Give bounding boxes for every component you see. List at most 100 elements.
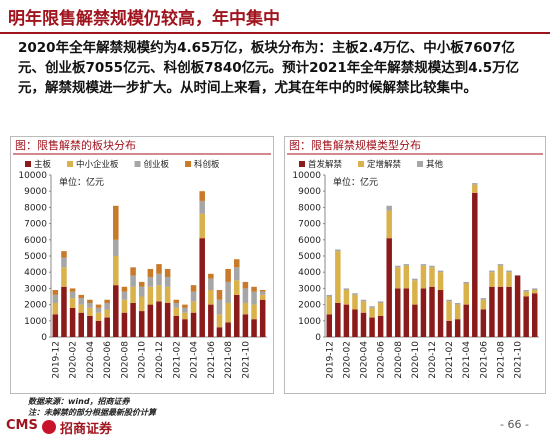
bar-segment bbox=[69, 298, 76, 308]
bar-segment bbox=[437, 270, 444, 273]
bar-segment bbox=[523, 290, 529, 292]
bar-segment bbox=[497, 265, 504, 287]
logo-icon bbox=[42, 420, 56, 434]
bar-segment bbox=[377, 302, 384, 316]
bar-segment bbox=[95, 320, 102, 337]
bar-segment bbox=[343, 290, 350, 305]
y-tick-label: 8000 bbox=[24, 203, 47, 213]
x-tick-label: 2021-10 bbox=[241, 341, 251, 379]
bar-segment bbox=[251, 286, 257, 292]
x-tick-label: 2021-08 bbox=[224, 341, 234, 379]
bar-segment bbox=[199, 238, 205, 337]
y-tick-label: 1000 bbox=[24, 317, 47, 327]
bar-segment bbox=[259, 299, 266, 337]
x-tick-label: 2021-02 bbox=[172, 341, 182, 379]
y-tick-label: 8000 bbox=[298, 203, 321, 213]
bar-segment bbox=[52, 314, 59, 337]
bar-segment bbox=[480, 298, 487, 300]
x-tick-label: 2021-06 bbox=[207, 341, 217, 379]
bar-segment bbox=[251, 304, 257, 320]
x-tick-label: 2020-10 bbox=[138, 341, 148, 379]
bar-segment bbox=[61, 257, 67, 268]
bar-segment bbox=[326, 314, 333, 337]
bar-segment bbox=[352, 309, 358, 337]
bar-segment bbox=[113, 256, 119, 286]
bar-segment bbox=[164, 302, 171, 337]
y-tick-label: 4000 bbox=[298, 268, 321, 278]
bar-segment bbox=[259, 291, 266, 295]
legend-label: 定增解禁 bbox=[367, 159, 402, 170]
logo: CMS bbox=[6, 418, 38, 433]
bar-segment bbox=[138, 286, 145, 297]
bar-segment bbox=[386, 210, 392, 239]
bar-segment bbox=[87, 299, 93, 303]
bar-segment bbox=[429, 267, 435, 287]
bar-segment bbox=[208, 290, 214, 305]
y-tick-label: 6000 bbox=[24, 236, 47, 246]
bar-segment bbox=[182, 319, 188, 337]
bar-segment bbox=[523, 291, 529, 297]
bar-segment bbox=[335, 251, 341, 303]
bar-segment bbox=[377, 315, 384, 337]
x-tick-label: 2021-08 bbox=[496, 341, 506, 379]
bar-segment bbox=[225, 268, 231, 282]
bar-segment bbox=[386, 238, 392, 337]
bar-segment bbox=[52, 302, 59, 315]
page-number: - 66 - bbox=[500, 418, 529, 431]
bar-segment bbox=[87, 302, 93, 308]
bar-segment bbox=[360, 299, 367, 302]
bar-segment bbox=[216, 290, 223, 300]
bar-segment bbox=[130, 286, 136, 303]
legend-swatch bbox=[299, 161, 305, 167]
bar-segment bbox=[429, 286, 435, 337]
x-tick-label: 2021-06 bbox=[479, 341, 489, 379]
bar-segment bbox=[190, 285, 197, 292]
bar-segment bbox=[377, 301, 384, 303]
bar-segment bbox=[130, 302, 136, 337]
bar-segment bbox=[463, 281, 469, 284]
bar-segment bbox=[52, 294, 59, 303]
bar-segment bbox=[369, 306, 375, 308]
y-tick-label: 3000 bbox=[24, 284, 47, 294]
y-tick-label: 0 bbox=[315, 333, 321, 343]
bar-segment bbox=[242, 288, 249, 303]
bar-segment bbox=[147, 277, 154, 287]
legend-swatch bbox=[67, 161, 74, 167]
note: 注：未解禁的部分根据最新股价计算 bbox=[28, 408, 156, 417]
bar-segment bbox=[173, 302, 180, 308]
bar-segment bbox=[208, 304, 214, 337]
bar-segment bbox=[182, 304, 188, 308]
bar-segment bbox=[233, 280, 240, 295]
x-tick-label: 2021-04 bbox=[190, 341, 200, 379]
bar-segment bbox=[173, 299, 180, 303]
bar-segment bbox=[369, 307, 375, 318]
x-tick-label: 2021-04 bbox=[462, 341, 472, 379]
bar-segment bbox=[437, 272, 444, 291]
bar-segment bbox=[233, 294, 240, 337]
brand: 招商证券 bbox=[60, 422, 113, 437]
x-tick-label: 2020-06 bbox=[377, 341, 387, 379]
chart-panel: 图：限售解禁规模类型分布 首发解禁 定增解禁 其他 单位：亿元 0 1000 2000 3000… bbox=[284, 136, 546, 394]
bar-segment bbox=[130, 275, 136, 287]
x-tick-label: 2020-08 bbox=[394, 341, 404, 379]
x-tick-label: 2020-04 bbox=[86, 341, 96, 379]
bar-segment bbox=[216, 327, 223, 337]
bar-segment bbox=[531, 290, 538, 294]
x-tick-label: 2020-02 bbox=[342, 341, 352, 379]
x-tick-label: 2020-06 bbox=[103, 341, 113, 379]
bar-segment bbox=[225, 322, 231, 337]
bar-segment bbox=[326, 296, 333, 315]
chart-title: 图：限售解禁规模类型分布 bbox=[289, 138, 421, 152]
bar-segment bbox=[113, 239, 119, 256]
summary: 2020年全年解禁规模约为4.65万亿，板块分布为：主板2.4万亿、中小板760… bbox=[18, 40, 520, 96]
legend-label: 创业板 bbox=[144, 159, 170, 170]
bar-segment bbox=[497, 264, 504, 266]
legend-swatch bbox=[185, 161, 192, 167]
legend-label: 科创板 bbox=[194, 159, 220, 170]
bar-segment bbox=[121, 312, 128, 337]
bar-segment bbox=[251, 291, 257, 305]
y-tick-label: 6000 bbox=[298, 236, 321, 246]
bar-segment bbox=[121, 286, 128, 292]
y-tick-label: 5000 bbox=[24, 252, 47, 262]
